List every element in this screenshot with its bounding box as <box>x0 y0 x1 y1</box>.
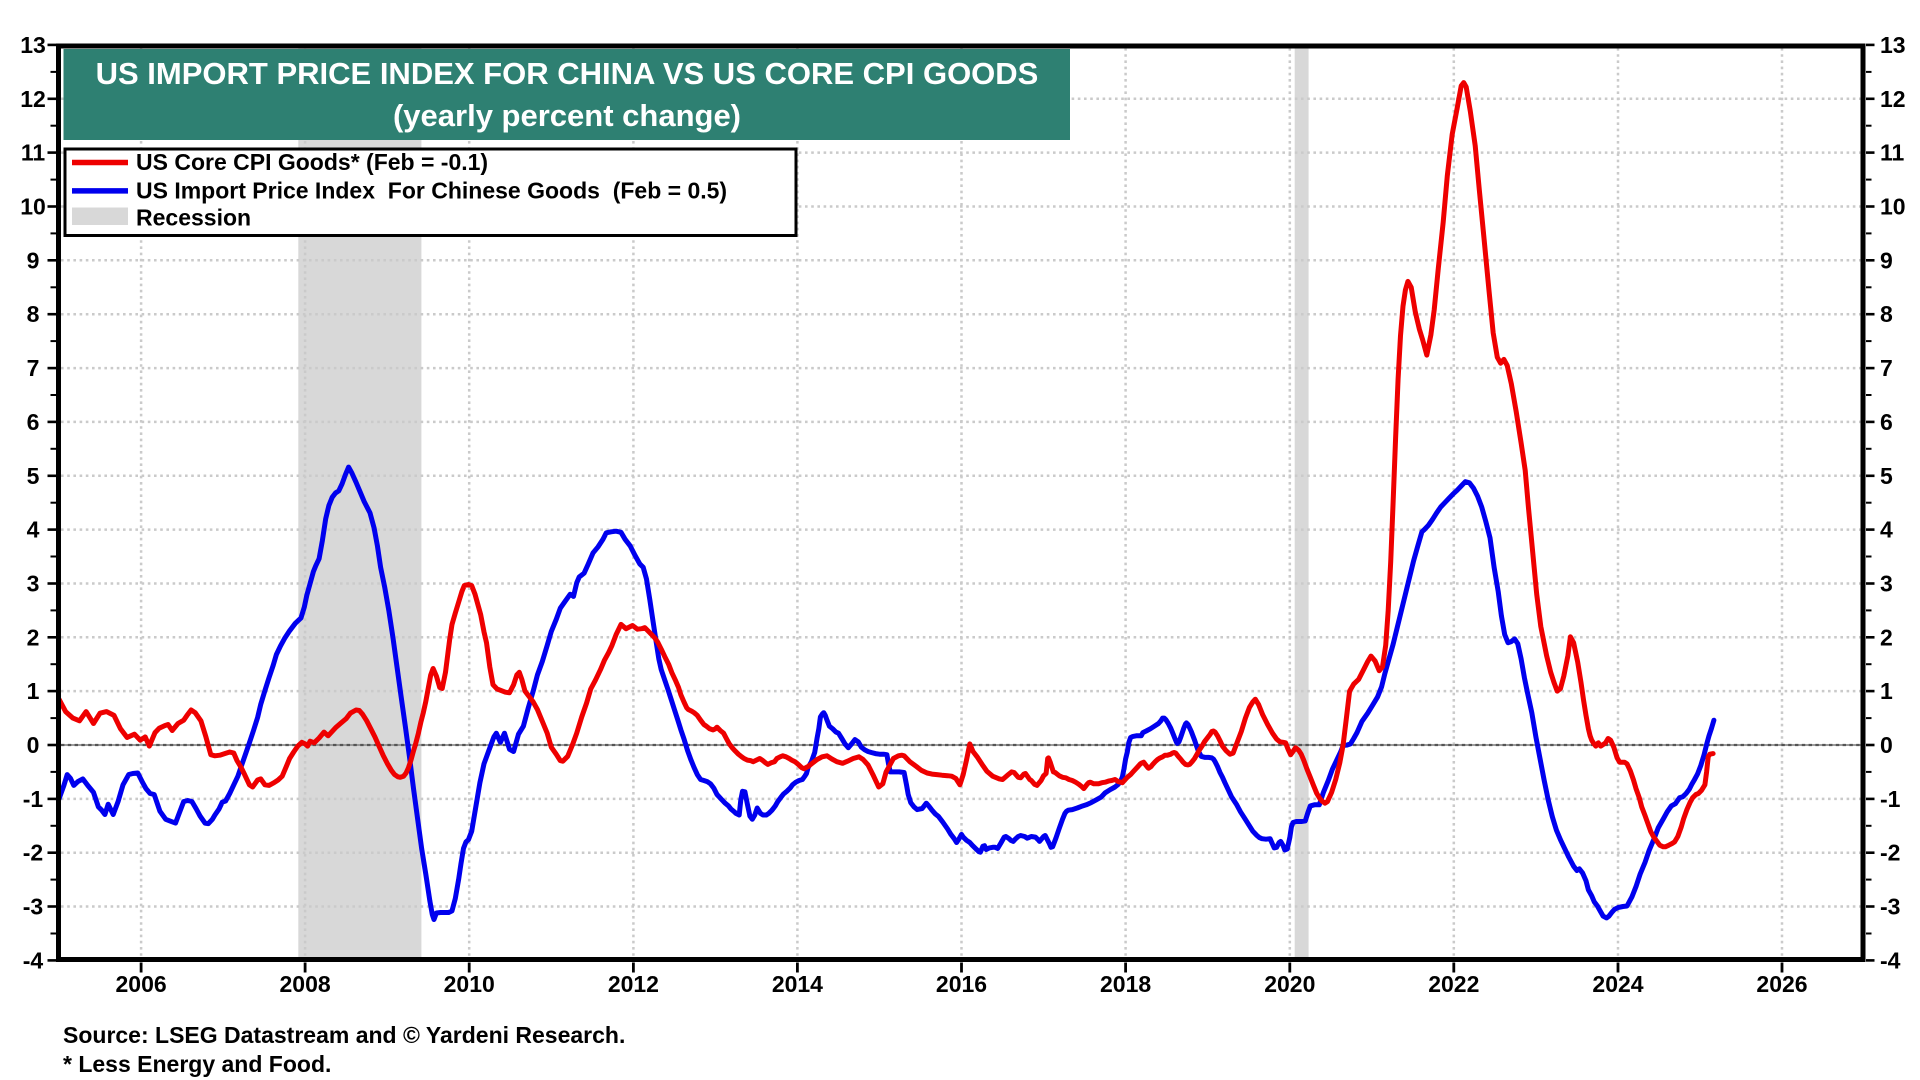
svg-text:-4: -4 <box>23 947 44 973</box>
svg-text:-4: -4 <box>1880 947 1901 973</box>
svg-text:* Less Energy and Food.: * Less Energy and Food. <box>63 1051 331 1077</box>
svg-text:4: 4 <box>1880 517 1893 543</box>
svg-text:8: 8 <box>1880 301 1893 327</box>
svg-text:-2: -2 <box>1880 840 1900 866</box>
svg-text:0: 0 <box>27 732 40 758</box>
svg-text:-1: -1 <box>1880 786 1901 812</box>
svg-text:US Import Price Index For Chi: US Import Price Index For Chinese Goods … <box>136 177 727 203</box>
svg-text:12: 12 <box>1880 86 1906 112</box>
svg-text:5: 5 <box>27 463 40 489</box>
svg-text:2: 2 <box>1880 624 1893 650</box>
svg-text:-3: -3 <box>1880 894 1900 920</box>
svg-text:9: 9 <box>1880 247 1893 273</box>
svg-text:2006: 2006 <box>116 971 167 997</box>
svg-text:13: 13 <box>1880 32 1906 58</box>
svg-text:(yearly percent change): (yearly percent change) <box>393 98 741 133</box>
svg-text:8: 8 <box>27 301 40 327</box>
svg-text:0: 0 <box>1880 732 1893 758</box>
svg-text:1: 1 <box>1880 678 1893 704</box>
svg-text:3: 3 <box>1880 571 1893 597</box>
svg-text:3: 3 <box>27 571 40 597</box>
svg-text:4: 4 <box>27 517 40 543</box>
svg-text:11: 11 <box>21 140 46 166</box>
svg-text:US IMPORT PRICE INDEX FOR CHIN: US IMPORT PRICE INDEX FOR CHINA VS US CO… <box>96 56 1039 91</box>
svg-text:Source: LSEG Datastream and ©: Source: LSEG Datastream and © Yardeni Re… <box>63 1022 625 1048</box>
svg-text:2026: 2026 <box>1756 971 1807 997</box>
svg-text:2020: 2020 <box>1264 971 1315 997</box>
svg-text:-1: -1 <box>23 786 44 812</box>
svg-text:9: 9 <box>27 247 40 273</box>
svg-text:7: 7 <box>1880 355 1893 381</box>
svg-text:2018: 2018 <box>1100 971 1151 997</box>
svg-text:10: 10 <box>20 194 46 220</box>
svg-text:2024: 2024 <box>1592 971 1643 997</box>
svg-text:11: 11 <box>1880 140 1905 166</box>
svg-text:2012: 2012 <box>608 971 659 997</box>
svg-text:2022: 2022 <box>1428 971 1479 997</box>
svg-text:2010: 2010 <box>444 971 495 997</box>
svg-text:-3: -3 <box>23 894 43 920</box>
svg-text:6: 6 <box>1880 409 1893 435</box>
svg-text:2014: 2014 <box>772 971 823 997</box>
svg-text:-2: -2 <box>23 840 43 866</box>
svg-text:Recession: Recession <box>136 205 251 231</box>
svg-text:13: 13 <box>20 32 46 58</box>
svg-text:6: 6 <box>27 409 40 435</box>
svg-text:5: 5 <box>1880 463 1893 489</box>
svg-text:US Core CPI Goods* (Feb = -0.1: US Core CPI Goods* (Feb = -0.1) <box>136 149 488 175</box>
svg-text:2: 2 <box>27 624 40 650</box>
svg-text:10: 10 <box>1880 194 1906 220</box>
svg-text:7: 7 <box>27 355 40 381</box>
svg-text:12: 12 <box>20 86 46 112</box>
svg-text:2016: 2016 <box>936 971 987 997</box>
svg-text:2008: 2008 <box>280 971 331 997</box>
svg-text:1: 1 <box>27 678 40 704</box>
